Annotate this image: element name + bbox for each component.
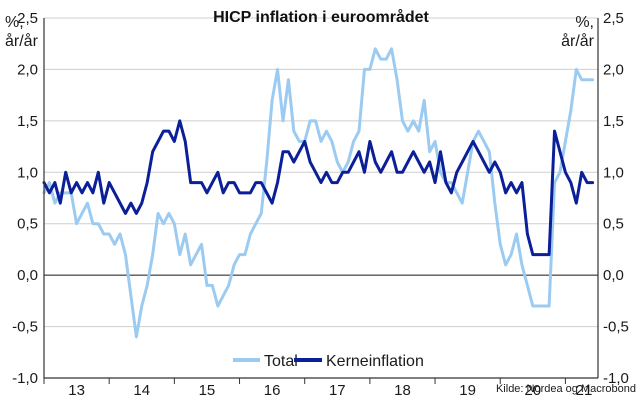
x-tick-label: 21: [576, 382, 593, 399]
series-line-kerneinflation: [42, 119, 595, 257]
x-tick-label: 13: [68, 382, 85, 399]
y-axis-title-left-line1: %,: [5, 14, 24, 31]
y-tick-label-right: -1,0: [603, 370, 629, 387]
series-lines: [42, 47, 595, 339]
y-tick-label-left: 0,0: [17, 267, 38, 284]
y-tick-label-left: 1,0: [17, 164, 38, 181]
y-tick-label-right: 1,0: [603, 164, 624, 181]
x-tick-label: 18: [394, 382, 411, 399]
legend-label-kerneinflation: Kerneinflation: [326, 353, 424, 370]
y-tick-label-left: -1,0: [12, 370, 38, 387]
x-tick-label: 15: [199, 382, 216, 399]
y-tick-label-left: 0,5: [17, 216, 38, 233]
y-tick-label-right: 0,0: [603, 267, 624, 284]
x-tick-label: 20: [524, 382, 541, 399]
y-tick-labels-right: -1,0 -0,5 0,0 0,5 1,0 1,5 2,0 2,5: [603, 10, 629, 387]
chart-title: HICP inflation i euroområdet: [213, 8, 429, 26]
x-tick-label: 19: [459, 382, 476, 399]
x-tick-label: 14: [133, 382, 150, 399]
y-tick-label-left: 2,5: [17, 10, 38, 27]
x-tick-label: 16: [264, 382, 281, 399]
y-axis-title-right-line1: %,: [575, 14, 594, 31]
y-tick-labels-left: -1,0 -0,5 0,0 0,5 1,0 1,5 2,0 2,5: [12, 10, 38, 387]
y-tick-label-left: -0,5: [12, 319, 38, 336]
series-line-total: [42, 47, 595, 339]
grid-lines: [44, 17, 598, 379]
legend-label-total: Total: [264, 353, 298, 370]
axes: [43, 18, 599, 384]
y-tick-label-right: -0,5: [603, 319, 629, 336]
x-tick-label: 17: [329, 382, 346, 399]
legend: Total Kerneinflation: [233, 353, 424, 370]
x-tick-labels: 13 14 15 16 17 18 19 20 21: [68, 382, 592, 399]
y-tick-label-left: 1,5: [17, 113, 38, 130]
y-tick-label-right: 2,0: [603, 61, 624, 78]
source-note: Kilde: Nordea og Macrobond: [496, 383, 636, 395]
y-tick-label-left: 2,0: [17, 61, 38, 78]
y-axis-title-right-line2: år/år: [561, 32, 595, 50]
y-tick-label-right: 0,5: [603, 216, 624, 233]
y-tick-label-right: 1,5: [603, 113, 624, 130]
y-axis-title-left-line2: år/år: [5, 32, 39, 50]
y-tick-label-right: 2,5: [603, 10, 624, 27]
